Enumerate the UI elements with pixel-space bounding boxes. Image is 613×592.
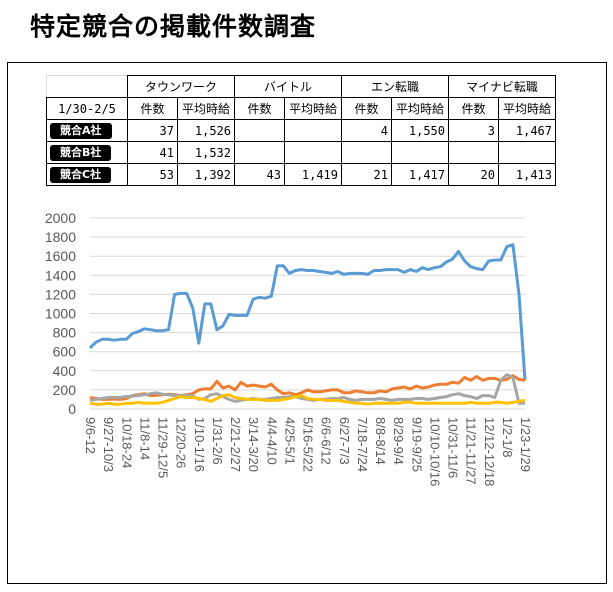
page-title: 特定競合の掲載件数調査 <box>30 12 317 41</box>
table-cell <box>448 141 499 164</box>
y-tick-label: 1400 <box>45 267 76 283</box>
x-tick-label: 5/16-5/22 <box>301 417 316 472</box>
table-row: 競合B社 41 1,532 <box>46 141 556 164</box>
series-line <box>89 374 526 401</box>
x-tick-label: 9/19-9/25 <box>409 417 424 472</box>
x-tick-label: 6/6-6/12 <box>319 417 334 465</box>
table-row: 競合A社 37 1,526 4 1,550 3 1,467 <box>46 119 556 142</box>
competitor-table: タウンワーク バイトル エン転職 マイナビ転職 1/30-2/5 件数 平均時給… <box>46 75 556 186</box>
table-cell: 1,550 <box>391 119 449 142</box>
media-header: タウンワーク <box>127 75 235 98</box>
x-tick-label: 10/18-24 <box>119 417 134 468</box>
media-header: マイナビ転職 <box>448 75 556 98</box>
count-header: 件数 <box>127 97 178 120</box>
x-tick-label: 1/23-1/29 <box>518 417 533 472</box>
y-tick-label: 200 <box>53 382 77 398</box>
table-cell: 4 <box>341 119 392 142</box>
table-cell <box>284 141 342 164</box>
media-header: エン転職 <box>341 75 449 98</box>
company-badge: 競合C社 <box>50 166 112 183</box>
table-media-row: タウンワーク バイトル エン転職 マイナビ転職 <box>46 75 556 98</box>
company-cell: 競合B社 <box>46 141 128 164</box>
series-line <box>88 243 527 381</box>
table-cell: 1,467 <box>498 119 556 142</box>
table-cell: 41 <box>127 141 178 164</box>
table-corner-cell <box>46 75 128 98</box>
y-tick-label: 1000 <box>45 306 76 322</box>
company-cell: 競合A社 <box>46 119 128 142</box>
series-line <box>89 393 526 406</box>
x-tick-label: 12/20-26 <box>174 417 189 468</box>
x-tick-label: 12/12-12/18 <box>482 417 497 486</box>
table-cell <box>284 119 342 142</box>
table-cell: 21 <box>341 163 392 186</box>
x-tick-label: 1/2-1/8 <box>500 417 515 457</box>
y-tick-label: 0 <box>68 401 76 417</box>
table-cell <box>234 141 285 164</box>
company-badge: 競合A社 <box>50 122 112 139</box>
x-tick-label: 11/8-14 <box>137 417 152 460</box>
avg-wage-header: 平均時給 <box>391 97 449 120</box>
x-tick-label: 10/31-11/6 <box>446 417 461 478</box>
table-cell <box>341 141 392 164</box>
y-tick-label: 400 <box>53 363 77 379</box>
table-cell: 1,392 <box>177 163 235 186</box>
table-cell: 37 <box>127 119 178 142</box>
x-tick-label: 6/27-7/3 <box>337 417 352 465</box>
x-tick-label: 2/21-2/27 <box>228 417 243 472</box>
y-tick-label: 1600 <box>45 248 76 264</box>
table-cell <box>391 141 449 164</box>
avg-wage-header: 平均時給 <box>177 97 235 120</box>
table-cell: 1,419 <box>284 163 342 186</box>
x-tick-label: 7/18-7/24 <box>355 417 370 472</box>
company-badge: 競合B社 <box>50 144 112 161</box>
y-tick-label: 600 <box>53 344 77 360</box>
table-cell: 1,526 <box>177 119 235 142</box>
y-tick-label: 1200 <box>45 286 76 302</box>
period-label: 1/30-2/5 <box>46 97 128 120</box>
x-tick-label: 10/10-10/16 <box>427 417 442 486</box>
company-cell: 競合C社 <box>46 163 128 186</box>
table-cell: 43 <box>234 163 285 186</box>
table-cell: 1,413 <box>498 163 556 186</box>
x-tick-label: 11/21-11/27 <box>464 417 479 484</box>
x-tick-label: 1/31-2/6 <box>210 417 225 465</box>
x-tick-label: 8/29-9/4 <box>391 417 406 465</box>
table-cell: 53 <box>127 163 178 186</box>
line-chart: 0 200 400 600 800 1000 1200 1400 1600 1800 2000 9/6… <box>45 210 533 486</box>
count-header: 件数 <box>234 97 285 120</box>
table-cell <box>234 119 285 142</box>
count-header: 件数 <box>341 97 392 120</box>
y-tick-label: 2000 <box>45 210 76 226</box>
x-tick-label: 11/29-12/5 <box>156 417 171 478</box>
table-cell <box>498 141 556 164</box>
table-cell: 1,417 <box>391 163 449 186</box>
table-subheader-row: 1/30-2/5 件数 平均時給 件数 平均時給 件数 平均時給 件数 平均時給 <box>46 97 556 120</box>
y-tick-label: 1800 <box>45 229 76 245</box>
avg-wage-header: 平均時給 <box>284 97 342 120</box>
media-header: バイトル <box>234 75 342 98</box>
avg-wage-header: 平均時給 <box>498 97 556 120</box>
table-cell: 20 <box>448 163 499 186</box>
x-tick-label: 8/8-8/14 <box>373 417 388 465</box>
x-tick-label: 4/25-5/1 <box>282 417 297 465</box>
x-tick-label: 9/27-10/3 <box>101 417 116 472</box>
x-tick-label: 3/14-3/20 <box>246 417 261 472</box>
table-row: 競合C社 53 1,392 43 1,419 21 1,417 20 1,413 <box>46 163 556 186</box>
count-header: 件数 <box>448 97 499 120</box>
x-tick-label: 4/4-4/10 <box>264 417 279 465</box>
table-cell: 3 <box>448 119 499 142</box>
y-tick-label: 800 <box>53 325 77 341</box>
x-tick-label: 1/10-1/16 <box>192 417 207 472</box>
x-tick-label: 9/6-12 <box>83 417 98 454</box>
table-cell: 1,532 <box>177 141 235 164</box>
